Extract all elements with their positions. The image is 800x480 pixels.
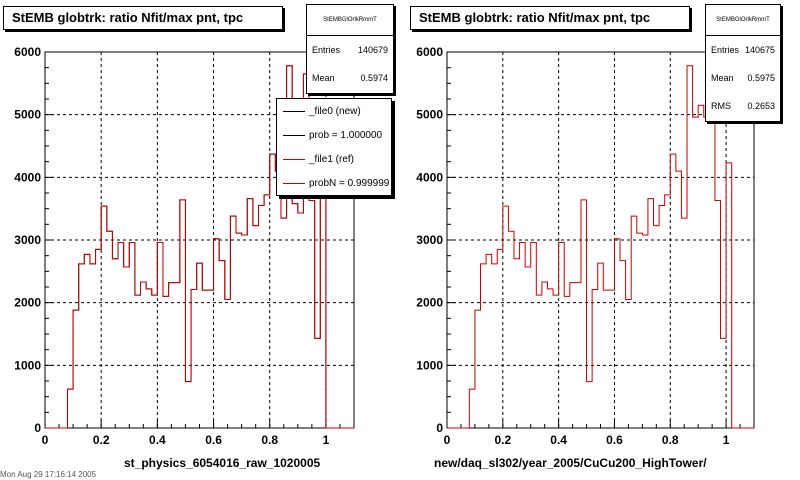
left-stats-box: StEMBGlOrlkRmmT Entries 140679 Mean 0.5974 xyxy=(306,4,394,94)
left-stats-mean: Mean 0.5974 xyxy=(312,73,388,83)
right-x-tick-label: 0.2 xyxy=(494,433,511,447)
right-y-tick-label: 2000 xyxy=(416,296,443,310)
right-x-tick-label: 0 xyxy=(444,433,451,447)
left-x-tick-label: 0.2 xyxy=(93,433,110,447)
legend-swatch-probn xyxy=(283,182,305,184)
left-y-tick-label: 2000 xyxy=(14,296,41,310)
legend-swatch-prob xyxy=(283,134,305,136)
left-legend: _file0 (new) prob = 1.000000 _file1 (ref… xyxy=(276,98,392,196)
left-x-tick-label: 0.8 xyxy=(261,433,278,447)
left-stats-entries: Entries 140679 xyxy=(312,45,388,55)
right-plot-title: StEMB globtrk: ratio Nfit/max pnt, tpc xyxy=(410,6,690,30)
right-plot-frame xyxy=(446,51,755,429)
right-x-tick-label: 0.8 xyxy=(662,433,679,447)
right-y-tick-label: 5000 xyxy=(416,108,443,122)
left-y-tick-label: 6000 xyxy=(14,45,41,59)
right-stats-box: StEMBGlOrlkRmmT Entries 140675 Mean 0.5975… xyxy=(705,4,781,122)
left-y-tick-label: 1000 xyxy=(14,358,41,372)
left-series-file1-ref xyxy=(45,65,354,429)
left-stats-name: StEMBGlOrlkRmmT xyxy=(307,5,393,36)
right-y-tick-label: 3000 xyxy=(416,233,443,247)
right-stats-mean: Mean 0.5975 xyxy=(711,73,775,83)
right-x-tick-label: 0.6 xyxy=(606,433,623,447)
right-y-tick-label: 4000 xyxy=(416,170,443,184)
legend-entry-new: _file0 (new) xyxy=(277,99,391,123)
left-x-tick-label: 0.6 xyxy=(205,433,222,447)
right-x-axis-label: new/daq_sl302/year_2005/CuCu200_HighTowe… xyxy=(434,456,707,470)
legend-entry-prob: prob = 1.000000 xyxy=(277,123,391,147)
left-x-tick-label: 0.4 xyxy=(149,433,166,447)
left-x-tick-label: 1 xyxy=(323,433,330,447)
footer-timestamp: Mon Aug 29 17:16:14 2005 xyxy=(0,470,97,479)
left-y-tick-label: 0 xyxy=(34,421,41,435)
right-stats-rms: RMS 0.2653 xyxy=(711,101,775,111)
left-y-tick-label: 3000 xyxy=(14,233,41,247)
right-y-tick-label: 1000 xyxy=(416,358,443,372)
left-y-tick-label: 4000 xyxy=(14,170,41,184)
legend-entry-ref: _file1 (ref) xyxy=(277,147,391,171)
right-y-tick-label: 6000 xyxy=(416,45,443,59)
right-stats-name: StEMBGlOrlkRmmT xyxy=(706,5,780,36)
right-x-tick-label: 1 xyxy=(723,433,730,447)
right-stats-entries: Entries 140675 xyxy=(711,45,775,55)
right-y-tick-label: 0 xyxy=(436,421,443,435)
right-series-file1-ref xyxy=(447,65,754,429)
left-x-axis-label: st_physics_6054016_raw_1020005 xyxy=(124,456,321,470)
left-plot-title: StEMB globtrk: ratio Nfit/max pnt, tpc xyxy=(3,6,283,30)
legend-swatch-new xyxy=(283,110,305,112)
left-x-tick-label: 0 xyxy=(42,433,49,447)
left-y-tick-label: 5000 xyxy=(14,108,41,122)
legend-swatch-ref xyxy=(283,158,305,160)
legend-entry-probn: probN = 0.999999 xyxy=(277,171,391,195)
right-x-tick-label: 0.4 xyxy=(550,433,567,447)
